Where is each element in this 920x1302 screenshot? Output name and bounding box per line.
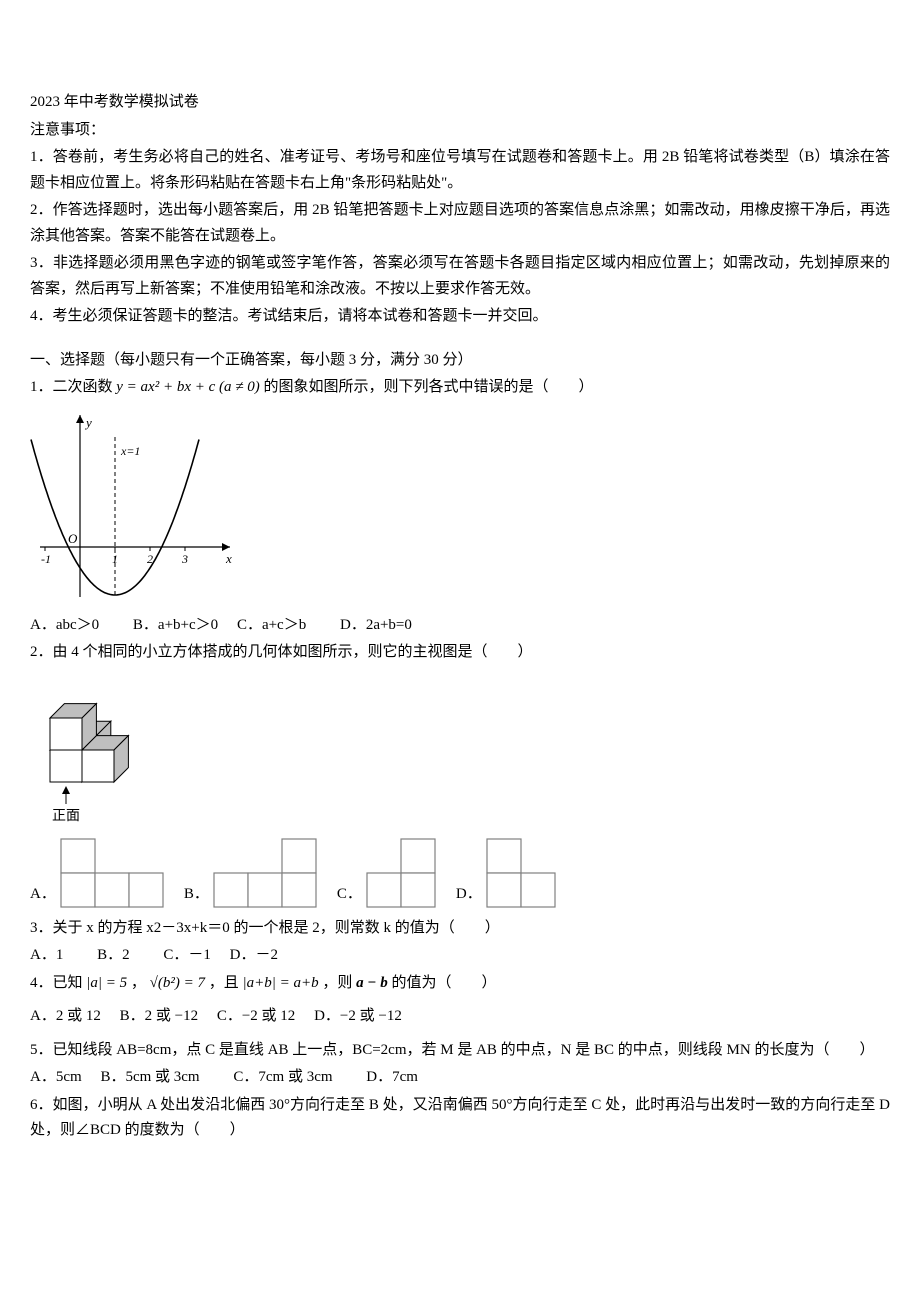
svg-text:x=1: x=1: [120, 444, 140, 458]
q2-optC-grid: [366, 838, 436, 908]
q5-optA: A．5cm: [30, 1069, 82, 1085]
q1-stem: 1．二次函数 y = ax² + bx + c (a ≠ 0) 的图象如图所示，…: [30, 375, 890, 401]
q5-stem: 5．已知线段 AB=8cm，点 C 是直线 AB 上一点，BC=2cm，若 M …: [30, 1038, 890, 1064]
q4-s3: ，则: [322, 975, 352, 991]
q5-optB: B．5cm 或 3cm: [100, 1069, 199, 1085]
svg-text:x: x: [225, 551, 232, 566]
q3-options: A．1 B．2 C．－1 D．－2: [30, 943, 890, 969]
notice-4: 4．考生必须保证答题卡的整洁。考试结束后，请将本试卷和答题卡一并交回。: [30, 304, 890, 330]
q2-optD-label: D．: [456, 882, 482, 908]
q2-cube-diagram: 正面: [30, 672, 890, 832]
section1-header: 一、选择题（每小题只有一个正确答案，每小题 3 分，满分 30 分）: [30, 348, 890, 374]
q4-optD: D．−2 或 −12: [314, 1008, 402, 1024]
q3-optD: D．－2: [230, 947, 278, 963]
q1-optD: D．2a+b=0: [340, 617, 412, 633]
q4-e1: |a| = 5: [86, 975, 127, 991]
q4-options: A．2 或 12 B．2 或 −12 C．−2 或 12 D．−2 或 −12: [30, 1004, 890, 1030]
q5-optC: C．7cm 或 3cm: [233, 1069, 332, 1085]
q4-stem: 4．已知 |a| = 5 ， √(b²) = 7 ，且 |a+b| = a+b …: [30, 971, 890, 997]
q3-stem: 3．关于 x 的方程 x2－3x+k＝0 的一个根是 2，则常数 k 的值为（ …: [30, 916, 890, 942]
q1-optC: C．a+c＞b: [237, 617, 306, 633]
q3-optA: A．1: [30, 947, 63, 963]
q2-optB: B．: [184, 838, 317, 908]
svg-text:3: 3: [181, 552, 188, 566]
q2-stem: 2．由 4 个相同的小立方体搭成的几何体如图所示，则它的主视图是（ ）: [30, 640, 890, 666]
notice-2: 2．作答选择题时，选出每小题答案后，用 2B 铅笔把答题卡上对应题目选项的答案信…: [30, 198, 890, 249]
q2-optB-grid: [213, 838, 317, 908]
q1-stem-pre: 1．二次函数: [30, 379, 113, 395]
q2-optB-label: B．: [184, 882, 209, 908]
svg-text:O: O: [68, 531, 78, 546]
q4-optA: A．2 或 12: [30, 1008, 101, 1024]
q1-optB: B．a+b+c＞0: [133, 617, 218, 633]
parabola-chart: y x x=1 -1 O 1 2 3: [30, 407, 240, 607]
q3-optC: C．－1: [163, 947, 211, 963]
notice-3: 3．非选择题必须用黑色字迹的钢笔或签字笔作答，答案必须写在答题卡各题目指定区域内…: [30, 251, 890, 302]
svg-text:-1: -1: [41, 552, 51, 566]
q5-options: A．5cm B．5cm 或 3cm C．7cm 或 3cm D．7cm: [30, 1065, 890, 1091]
svg-text:y: y: [84, 415, 92, 430]
q4-optC: C．−2 或 12: [217, 1008, 295, 1024]
q2-optA: A．: [30, 838, 164, 908]
q5-optD: D．7cm: [366, 1069, 418, 1085]
q1-stem-post: 的图象如图所示，则下列各式中错误的是（ ）: [263, 379, 593, 395]
isometric-cubes: 正面: [30, 672, 140, 832]
q2-options: A． B． C． D．: [30, 838, 890, 908]
q4-e2: √(b²) = 7: [150, 975, 205, 991]
svg-text:2: 2: [147, 552, 153, 566]
svg-text:正面: 正面: [52, 809, 80, 824]
q3-optB: B．2: [97, 947, 130, 963]
notice-header: 注意事项：: [30, 118, 890, 144]
q4-post: 的值为（ ）: [392, 975, 497, 991]
q1-chart: y x x=1 -1 O 1 2 3: [30, 407, 890, 607]
q6-stem: 6．如图，小明从 A 处出发沿北偏西 30°方向行走至 B 处，又沿南偏西 50…: [30, 1093, 890, 1144]
q4-s1: ，: [131, 975, 146, 991]
q2-optC: C．: [337, 838, 436, 908]
q2-optC-label: C．: [337, 882, 362, 908]
q4-pre: 4．已知: [30, 975, 83, 991]
svg-text:1: 1: [112, 552, 118, 566]
q4-optB: B．2 或 −12: [120, 1008, 198, 1024]
q2-optD: D．: [456, 838, 556, 908]
q4-e4: a − b: [356, 975, 388, 991]
q4-e3: |a+b| = a+b: [243, 975, 319, 991]
q4-s2: ，且: [209, 975, 239, 991]
exam-title: 2023 年中考数学模拟试卷: [30, 90, 890, 116]
q2-optA-grid: [60, 838, 164, 908]
q2-optD-grid: [486, 838, 556, 908]
q2-optA-label: A．: [30, 882, 56, 908]
q1-optA: A．abc＞0: [30, 617, 99, 633]
q1-expr: y = ax² + bx + c (a ≠ 0): [116, 379, 259, 395]
q1-options: A．abc＞0 B．a+b+c＞0 C．a+c＞b D．2a+b=0: [30, 613, 890, 639]
notice-1: 1．答卷前，考生务必将自己的姓名、准考证号、考场号和座位号填写在试题卷和答题卡上…: [30, 145, 890, 196]
